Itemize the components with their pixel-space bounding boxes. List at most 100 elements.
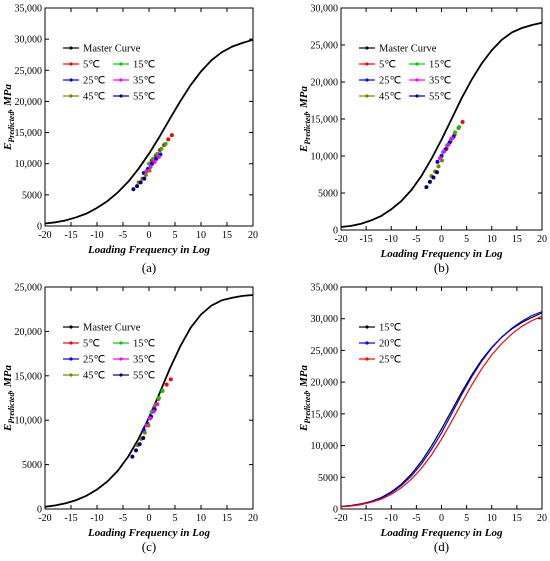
legend-marker-4	[415, 78, 419, 82]
data-point-2	[159, 146, 164, 151]
x-tick-label: -10	[385, 234, 398, 245]
y-tick-label: 20,000	[15, 97, 43, 108]
chart-panel-3: -20 -15 -10 -5 0 5 10 15 20 0 5000 10,000 15,000 20,0…	[298, 283, 547, 555]
x-tick-label: -5	[412, 234, 420, 245]
plot-frame	[340, 286, 543, 510]
data-point-2	[163, 141, 168, 146]
y-tick-label: 10,000	[15, 416, 43, 427]
x-tick-label: 10	[487, 234, 497, 245]
x-tick-label: 5	[173, 513, 178, 524]
x-tick-label: -15	[359, 234, 372, 245]
data-point-2	[151, 156, 156, 161]
legend-marker-0	[69, 325, 73, 329]
series-line-0	[340, 312, 543, 508]
chart-panel-1: -20 -15 -10 -5 0 5 10 15 20 0 5000 10,000 15,000 20,0…	[298, 4, 547, 276]
x-tick-label: 15	[512, 234, 522, 245]
plot-frame	[44, 7, 254, 227]
y-axis-label: EPredicted, MPa	[2, 365, 16, 432]
y-tick-label: 10,000	[311, 152, 339, 163]
data-point-4	[152, 159, 157, 164]
plot-frame	[44, 286, 254, 510]
legend-marker-4	[119, 357, 123, 361]
legend-label-1: 5℃	[379, 60, 396, 71]
data-point-5	[143, 172, 148, 177]
data-point-2	[453, 130, 458, 135]
x-tick-label: -10	[90, 230, 103, 241]
legend-marker-3	[69, 357, 73, 361]
data-point-6	[427, 179, 432, 184]
legend-label-6: 55℃	[429, 92, 452, 103]
data-point-2	[457, 125, 462, 130]
data-point-1	[164, 382, 169, 387]
y-tick-label: 10,000	[311, 441, 339, 452]
x-tick-label: -10	[385, 513, 398, 524]
data-point-6	[424, 185, 429, 190]
x-tick-label: 0	[147, 513, 152, 524]
x-axis-label: Loading Frequency in Log	[87, 527, 210, 539]
data-point-6	[431, 175, 436, 180]
data-point-4	[148, 164, 153, 169]
data-point-4	[446, 142, 451, 147]
y-tick-label: 5000	[318, 473, 338, 484]
data-point-6	[434, 170, 439, 175]
legend-label-2: 15℃	[133, 339, 156, 350]
y-tick-label: 0	[333, 226, 338, 237]
legend-label-0: Master Curve	[379, 44, 437, 55]
x-tick-label: -15	[359, 513, 372, 524]
legend-marker-1	[365, 62, 369, 66]
panel-caption: (b)	[434, 260, 449, 275]
y-tick-label: 15,000	[311, 409, 339, 420]
y-axis-label: EPredicted, MPa	[298, 86, 312, 153]
legend-label-3: 25℃	[83, 76, 106, 87]
x-tick-label: -15	[64, 513, 77, 524]
data-point-4	[156, 154, 161, 159]
y-tick-label: 5000	[318, 189, 338, 200]
legend-label-1: 20℃	[379, 339, 402, 350]
legend-label-2: 25℃	[379, 355, 402, 366]
legend-label-3: 25℃	[379, 76, 402, 87]
data-point-2	[156, 396, 161, 400]
x-tick-label: -20	[38, 513, 51, 524]
legend-label-6: 55℃	[133, 371, 156, 382]
x-axis-label: Loading Frequency in Log	[380, 527, 503, 539]
x-axis-label: Loading Frequency in Log	[380, 248, 503, 260]
legend-label-5: 45℃	[83, 371, 106, 382]
y-tick-label: 15,000	[15, 371, 43, 382]
x-tick-label: 10	[487, 513, 497, 524]
x-tick-label: 20	[248, 230, 258, 241]
y-tick-label: 15,000	[15, 128, 43, 139]
legend-marker-2	[365, 357, 369, 361]
x-tick-label: -10	[90, 513, 103, 524]
legend-marker-0	[69, 46, 73, 50]
data-point-6	[135, 184, 140, 189]
data-point-1	[169, 133, 174, 138]
y-tick-label: 0	[37, 505, 42, 516]
data-point-5	[142, 430, 147, 435]
y-axis-label: EPredicted, MPa	[2, 84, 16, 151]
legend-label-3: 25℃	[83, 355, 106, 366]
data-point-3	[435, 159, 440, 164]
legend-marker-5	[365, 94, 369, 98]
panel-caption: (d)	[434, 539, 449, 554]
legend-label-4: 35℃	[133, 76, 156, 87]
legend-marker-2	[119, 62, 123, 66]
x-tick-label: 5	[173, 230, 178, 241]
legend-marker-6	[119, 373, 123, 377]
x-tick-label: 20	[248, 513, 258, 524]
y-tick-label: 35,000	[311, 283, 339, 294]
legend-marker-6	[119, 94, 123, 98]
data-point-4	[155, 402, 160, 407]
data-point-6	[142, 176, 147, 181]
legend-label-0: Master Curve	[83, 323, 141, 334]
data-point-1	[168, 377, 173, 382]
data-point-4	[442, 149, 447, 154]
legend-label-4: 35℃	[429, 76, 452, 87]
legend-label-5: 45℃	[379, 92, 402, 103]
data-point-6	[131, 187, 136, 192]
data-point-5	[436, 164, 441, 169]
legend-label-5: 45℃	[83, 92, 106, 103]
x-tick-label: 5	[464, 234, 469, 245]
x-tick-label: -5	[412, 513, 420, 524]
legend-label-4: 35℃	[133, 355, 156, 366]
legend-label-1: 5℃	[83, 60, 100, 71]
